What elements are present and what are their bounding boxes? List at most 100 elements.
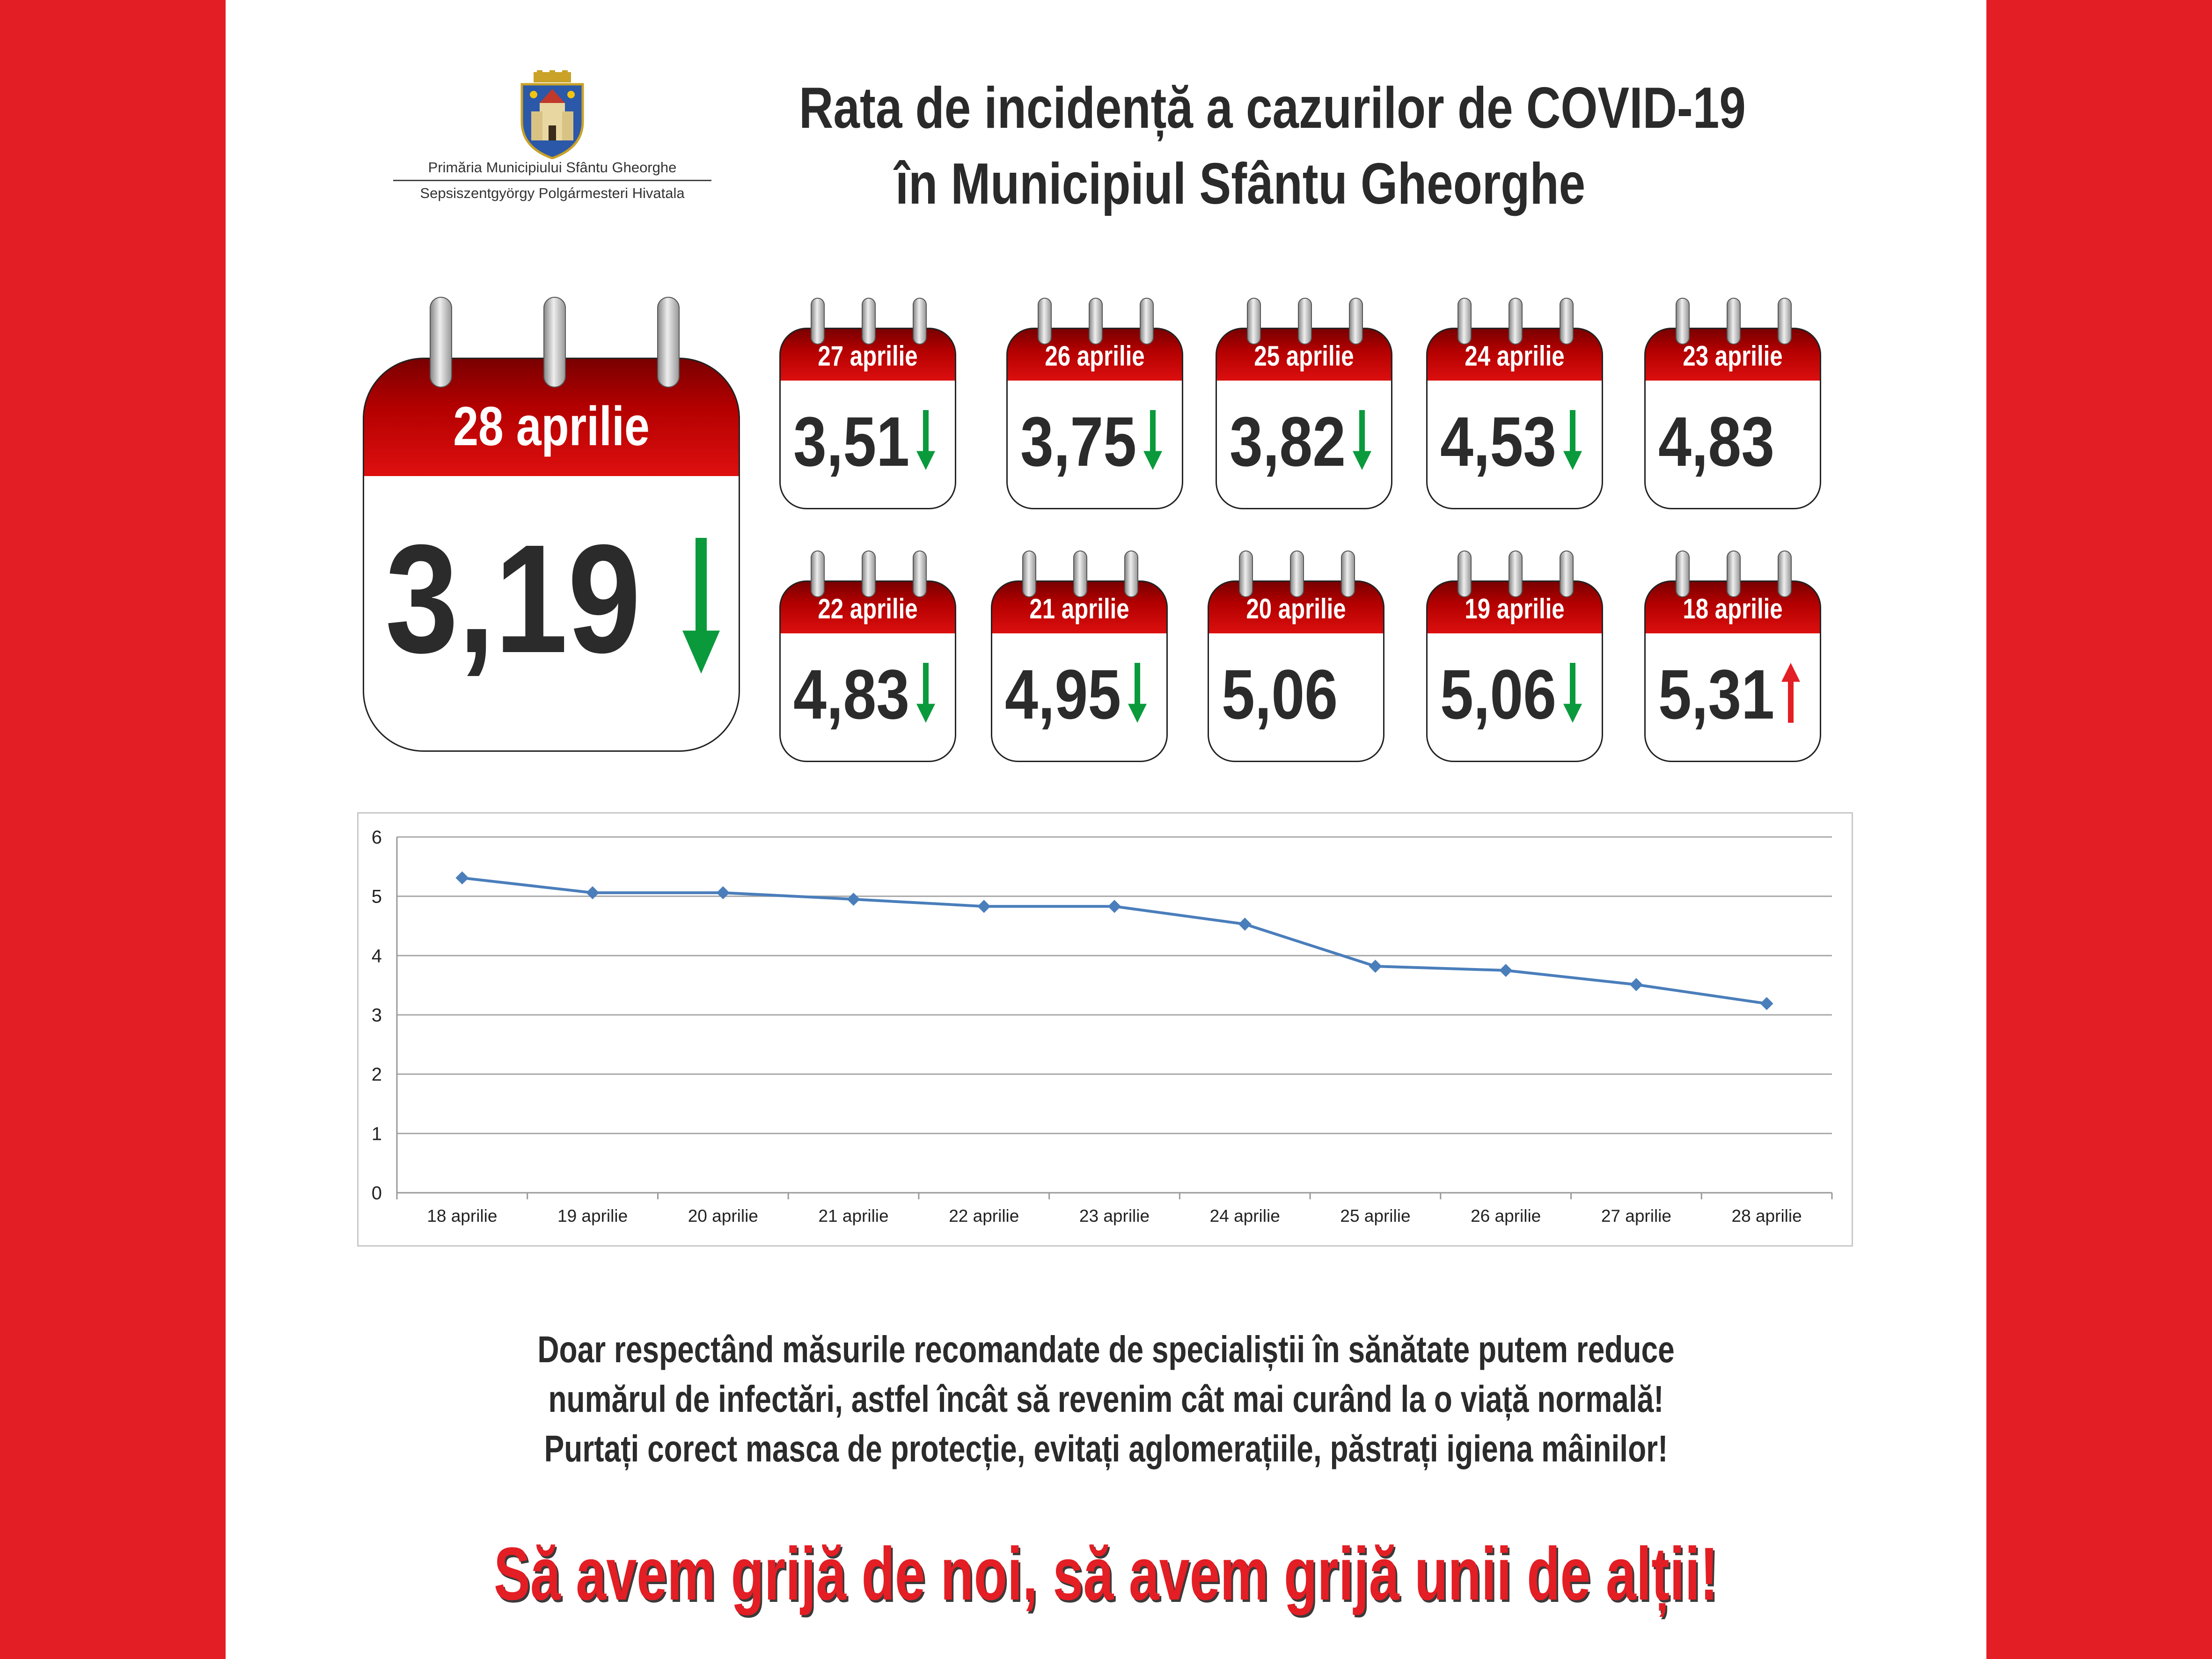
binder-ring <box>1778 298 1792 345</box>
binder-ring <box>1560 551 1574 597</box>
binder-ring <box>1239 551 1253 597</box>
data-point <box>1629 978 1643 991</box>
x-tick-label: 27 aprilie <box>1601 1206 1671 1226</box>
binder-ring <box>1349 298 1363 345</box>
calendar-24-aprilie: 24 aprilie 4,53 <box>1426 298 1603 509</box>
y-tick-label: 0 <box>372 1183 382 1204</box>
incidence-value: 5,06 <box>1222 655 1338 734</box>
binder-ring <box>1247 298 1261 345</box>
binder-ring <box>1676 551 1690 597</box>
incidence-value: 4,53 <box>1440 402 1557 481</box>
calendar-date: 28 aprilie <box>453 396 650 457</box>
down-arrow-icon <box>682 538 720 674</box>
y-tick-label: 3 <box>372 1005 382 1026</box>
incidence-value: 3,51 <box>793 402 910 481</box>
calendar-date: 26 aprilie <box>1045 340 1145 372</box>
up-arrow-icon <box>1781 663 1800 723</box>
slogan: Să avem grijă de noi, să avem grijă unii… <box>494 1532 1718 1615</box>
left-red-band <box>0 0 226 1659</box>
data-point <box>716 886 730 900</box>
binder-ring <box>1089 298 1103 345</box>
binder-ring <box>657 297 680 388</box>
x-tick-label: 18 aprilie <box>427 1206 497 1226</box>
calendar-19-aprilie: 19 aprilie 5,06 <box>1426 551 1603 762</box>
calendar-date: 20 aprilie <box>1246 593 1346 624</box>
binder-ring <box>1560 298 1574 345</box>
binder-ring <box>1727 298 1741 345</box>
down-arrow-icon <box>916 410 935 470</box>
binder-ring <box>1458 551 1472 597</box>
title-line-1: Rata de incidență a cazurilor de COVID-1… <box>799 76 1746 140</box>
y-tick-label: 5 <box>372 887 382 907</box>
calendar-25-aprilie: 25 aprilie 3,82 <box>1216 298 1392 509</box>
x-tick-label: 21 aprilie <box>818 1206 888 1226</box>
title-line-2: în Municipiul Sfântu Gheorghe <box>895 152 1586 216</box>
binder-ring <box>1124 551 1138 597</box>
data-point <box>1499 964 1513 977</box>
binder-ring <box>1298 298 1312 345</box>
x-tick-label: 23 aprilie <box>1079 1206 1150 1226</box>
incidence-value: 4,83 <box>793 655 910 734</box>
x-tick-label: 24 aprilie <box>1210 1206 1280 1226</box>
binder-ring <box>1509 551 1523 597</box>
y-tick-label: 4 <box>372 946 382 966</box>
binder-ring <box>1073 551 1087 597</box>
calendar-date: 25 aprilie <box>1254 340 1354 372</box>
x-tick-label: 25 aprilie <box>1340 1206 1410 1226</box>
message-line-1: Doar respectând măsurile recomandate de … <box>537 1329 1675 1370</box>
featured-calendar: 28 aprilie 3,19 <box>363 297 740 752</box>
logo-divider <box>393 180 711 181</box>
binder-ring <box>1778 551 1792 597</box>
binder-ring <box>1727 551 1741 597</box>
incidence-value: 5,06 <box>1440 655 1557 734</box>
down-arrow-icon <box>1563 663 1582 723</box>
binder-ring <box>1341 551 1355 597</box>
calendar-26-aprilie: 26 aprilie 3,75 <box>1006 298 1183 509</box>
binder-ring <box>430 297 452 388</box>
incidence-value: 3,82 <box>1230 402 1346 481</box>
message-line-3: Purtați corect masca de protecție, evita… <box>544 1428 1668 1469</box>
binder-ring <box>1676 298 1690 345</box>
data-point <box>1238 918 1252 931</box>
binder-ring <box>862 298 876 345</box>
x-tick-label: 28 aprilie <box>1732 1206 1802 1226</box>
down-arrow-icon <box>1563 410 1582 470</box>
page-title: Rata de incidență a cazurilor de COVID-1… <box>799 70 1746 222</box>
calendar-22-aprilie: 22 aprilie 4,83 <box>779 551 956 762</box>
binder-ring <box>913 298 927 345</box>
binder-ring <box>1509 298 1523 345</box>
message-block: Doar respectând măsurile recomandate de … <box>374 1325 1838 1474</box>
y-tick-label: 1 <box>372 1123 382 1144</box>
down-arrow-icon <box>1143 410 1162 470</box>
calendar-27-aprilie: 27 aprilie 3,51 <box>779 298 956 509</box>
x-tick-label: 26 aprilie <box>1471 1206 1541 1226</box>
calendar-body <box>1644 381 1821 509</box>
incidence-line-chart: 0 1 2 3 4 5 6 18 aprilie 19 aprilie 20 aprilie 21 … <box>357 812 1853 1247</box>
municipality-logo: Primăria Municipiului Sfântu Gheorghe Se… <box>393 70 711 202</box>
data-point <box>1369 960 1382 973</box>
binder-ring <box>1290 551 1304 597</box>
down-arrow-icon <box>1128 663 1147 723</box>
binder-ring <box>543 297 566 388</box>
calendar-date: 23 aprilie <box>1683 340 1783 372</box>
calendar-header: 20 aprilie <box>1208 580 1384 636</box>
right-red-band <box>1986 0 2212 1659</box>
binder-ring <box>811 298 825 345</box>
down-arrow-icon <box>916 663 935 723</box>
calendar-body <box>1208 633 1384 762</box>
calendar-date: 18 aprilie <box>1683 593 1783 624</box>
incidence-value: 3,19 <box>385 512 641 685</box>
data-point <box>1108 900 1121 913</box>
binder-ring <box>1458 298 1472 345</box>
binder-ring <box>862 551 876 597</box>
incidence-value: 4,95 <box>1005 655 1121 734</box>
data-point <box>977 900 991 913</box>
calendar-date: 19 aprilie <box>1465 593 1565 624</box>
binder-ring <box>1022 551 1036 597</box>
data-point <box>455 871 469 885</box>
calendar-date: 27 aprilie <box>818 340 918 372</box>
logo-line-2: Sepsiszentgyörgy Polgármesteri Hivatala <box>420 185 685 201</box>
incidence-value: 4,83 <box>1658 402 1775 481</box>
calendar-body <box>363 476 740 752</box>
binder-ring <box>811 551 825 597</box>
